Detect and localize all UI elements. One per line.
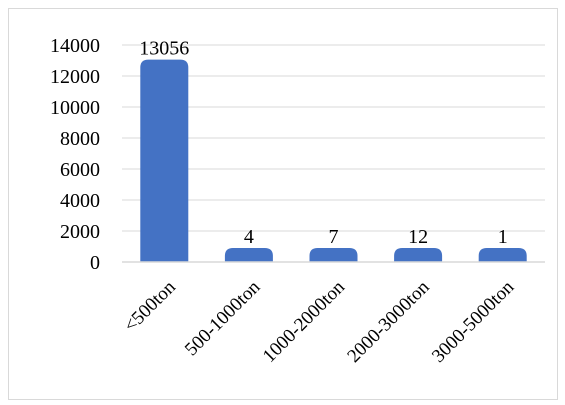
data-label: 4: [244, 226, 254, 248]
x-tick-label: 1000-2000ton: [259, 276, 350, 367]
y-axis-ticks: 0 2000 4000 6000 8000 10000 12000 14000: [50, 35, 100, 274]
bar: [140, 59, 189, 262]
bar: [309, 248, 358, 262]
bar: [224, 248, 273, 262]
y-tick-label: 8000: [60, 128, 100, 150]
y-tick-label: 6000: [60, 159, 100, 181]
data-label: 13056: [139, 38, 189, 60]
chart-frame: [8, 8, 558, 400]
data-label: 1: [498, 226, 508, 248]
x-axis-ticks: <500ton 500-1000ton1000-2000ton2000-3000t…: [120, 276, 519, 367]
x-tick-label: 2000-3000ton: [343, 276, 434, 367]
bar: [478, 248, 527, 262]
data-labels: 13056 4 7 12 1: [139, 38, 507, 248]
y-tick-label: 2000: [60, 221, 100, 243]
bars: [140, 59, 527, 262]
y-tick-label: 4000: [60, 190, 100, 212]
y-tick-label: 14000: [50, 35, 100, 57]
data-label: 12: [408, 226, 428, 248]
bar: [394, 248, 443, 262]
x-tick-label: 500-1000ton: [181, 276, 265, 360]
y-tick-label: 10000: [50, 97, 100, 119]
x-tick-label: <500ton: [120, 276, 180, 336]
data-label: 7: [329, 226, 339, 248]
y-tick-label: 12000: [50, 66, 100, 88]
x-tick-label: 3000-5000ton: [428, 276, 519, 367]
y-tick-label: 0: [90, 252, 100, 274]
